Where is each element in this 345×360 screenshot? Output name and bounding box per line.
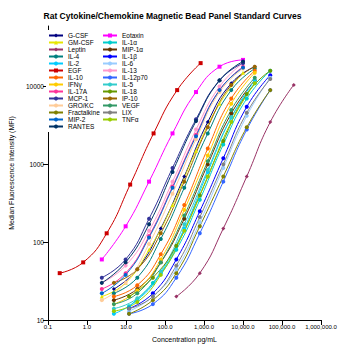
svg-text:Rat Cytokine/Chemokine Magneti: Rat Cytokine/Chemokine Magnetic Bead Pan… [44,11,302,21]
svg-text:IL-4: IL-4 [68,53,80,60]
svg-text:10,000.0: 10,000.0 [231,324,255,330]
svg-text:IL-6: IL-6 [122,60,134,67]
svg-text:Median Fluorescence Intensity: Median Fluorescence Intensity (MFI) [8,116,16,230]
svg-text:10.0: 10.0 [120,324,132,330]
svg-text:G-CSF: G-CSF [68,32,88,39]
svg-text:1,000.0: 1,000.0 [194,324,215,330]
svg-text:Eotaxin: Eotaxin [122,32,144,39]
svg-text:IL-18: IL-18 [122,88,137,95]
svg-text:Fractalkine: Fractalkine [68,109,100,116]
svg-text:TNFα: TNFα [122,116,139,123]
svg-text:IL-10: IL-10 [68,74,83,81]
svg-text:Concentration pg/mL: Concentration pg/mL [152,336,217,344]
svg-text:IL-13: IL-13 [122,67,137,74]
svg-text:10: 10 [37,317,45,324]
svg-text:IL-1β: IL-1β [122,53,137,60]
svg-text:VEGF: VEGF [122,102,140,109]
svg-text:MIP-1α: MIP-1α [122,46,143,53]
svg-text:MCP-1: MCP-1 [68,95,89,102]
svg-text:1000: 1000 [30,161,45,168]
svg-text:Leptin: Leptin [68,46,86,53]
svg-text:LIX: LIX [122,109,132,116]
svg-text:100,000.0: 100,000.0 [269,324,296,330]
svg-text:GRO/KC: GRO/KC [68,102,94,109]
svg-text:100.0: 100.0 [157,324,173,330]
svg-text:100: 100 [33,239,44,246]
svg-text:EGF: EGF [68,67,81,74]
svg-text:IP-10: IP-10 [122,95,138,102]
svg-text:0.1: 0.1 [44,324,53,330]
svg-text:IFNγ: IFNγ [68,81,82,88]
svg-text:IL-12p70: IL-12p70 [122,74,148,81]
svg-text:10000: 10000 [26,83,44,90]
svg-text:IL-5: IL-5 [122,81,134,88]
svg-text:RANTES: RANTES [68,123,95,130]
svg-text:IL-17A: IL-17A [68,88,88,95]
svg-text:1.0: 1.0 [83,324,92,330]
svg-text:IL-1α: IL-1α [122,39,137,46]
svg-text:MIP-2: MIP-2 [68,116,86,123]
svg-text:1,000,000.0: 1,000,000.0 [305,324,337,330]
svg-text:IL-2: IL-2 [68,60,80,67]
svg-text:GM-CSF: GM-CSF [68,39,94,46]
